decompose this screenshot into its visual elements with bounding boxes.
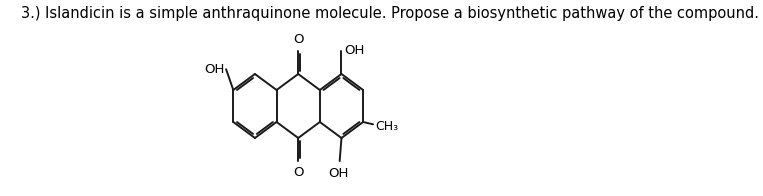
Text: OH: OH <box>328 167 348 180</box>
Text: OH: OH <box>345 44 365 57</box>
Text: O: O <box>293 166 304 179</box>
Text: OH: OH <box>204 63 224 76</box>
Text: CH₃: CH₃ <box>375 120 398 133</box>
Text: 3.) Islandicin is a simple anthraquinone molecule. Propose a biosynthetic pathwa: 3.) Islandicin is a simple anthraquinone… <box>21 6 759 21</box>
Text: O: O <box>293 34 304 46</box>
